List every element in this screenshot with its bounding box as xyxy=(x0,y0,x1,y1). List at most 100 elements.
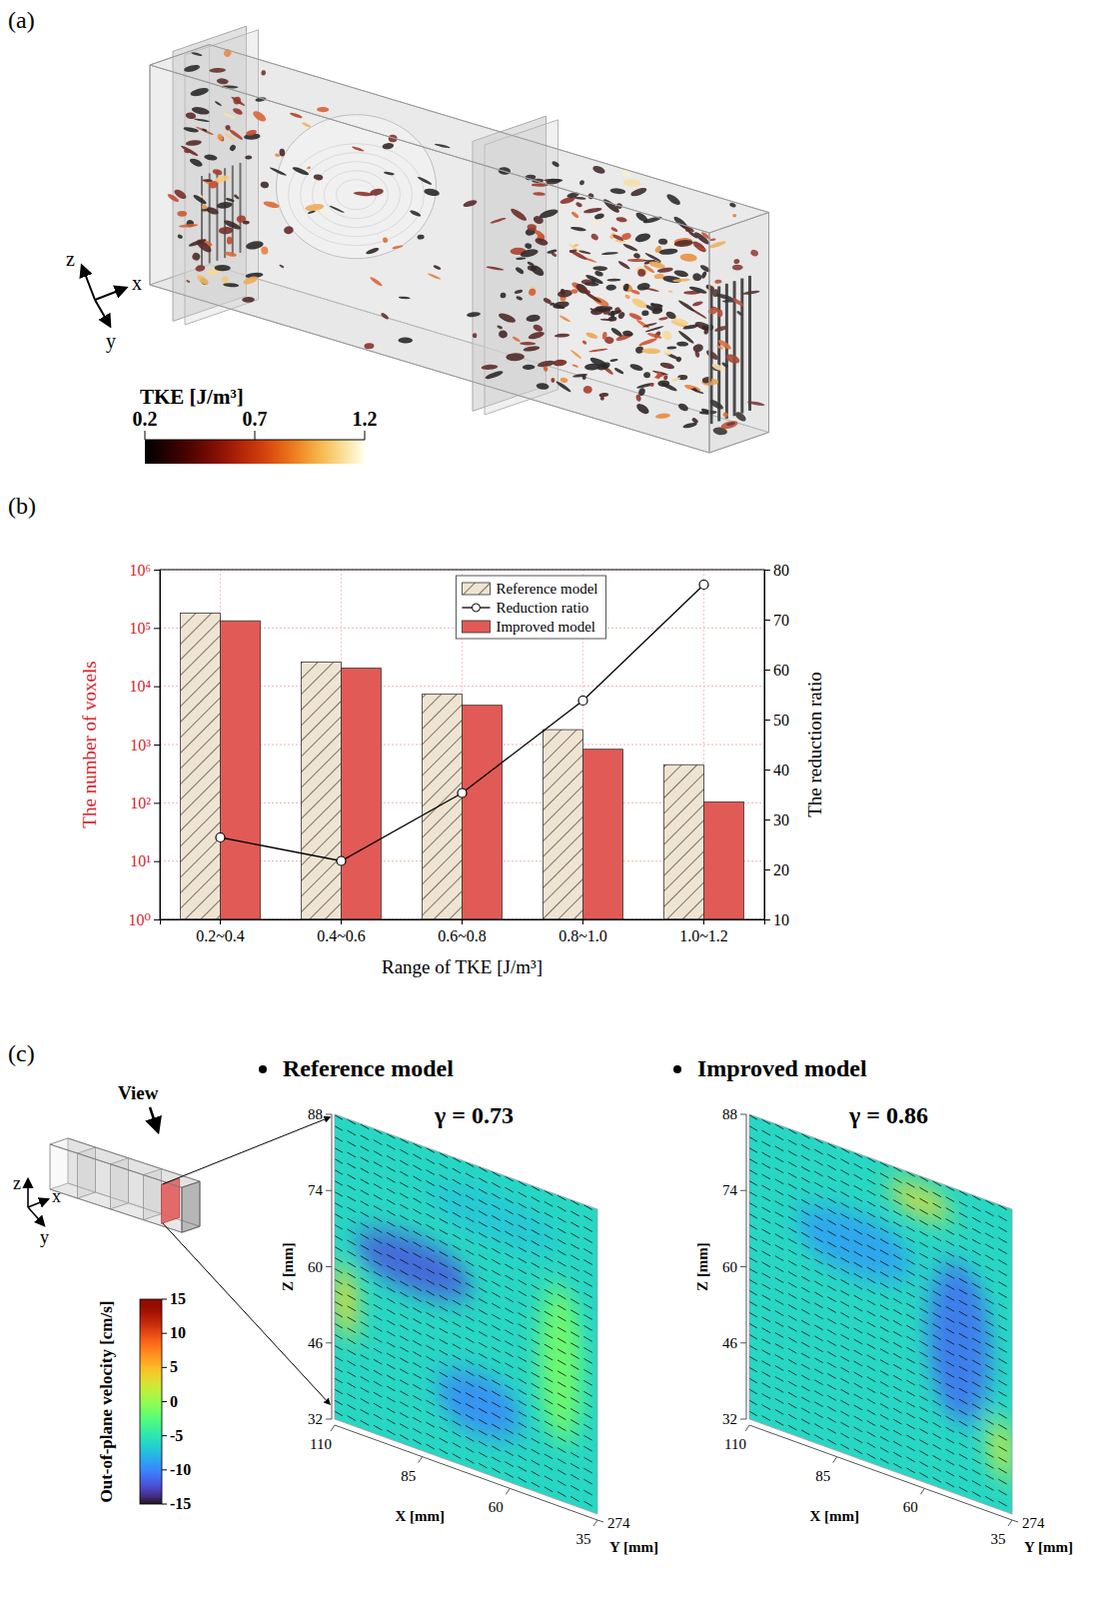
legend-label: Reduction ratio xyxy=(495,599,589,616)
vector-arrow xyxy=(946,1338,955,1344)
vector-arrow xyxy=(919,1197,928,1203)
vector-arrow xyxy=(841,1213,850,1219)
vector-arrow xyxy=(426,1322,435,1328)
z-axis-title: Z [mm] xyxy=(694,1241,711,1291)
vector-arrow xyxy=(972,1370,981,1376)
vector-arrow xyxy=(439,1173,448,1179)
vector-arrow xyxy=(893,1177,902,1183)
vector-arrow xyxy=(373,1292,382,1298)
vector-arrow xyxy=(919,1472,928,1478)
vector-arrow xyxy=(854,1404,863,1410)
vector-arrow xyxy=(583,1313,592,1319)
vector-arrow xyxy=(557,1414,566,1420)
vector-arrow xyxy=(334,1410,343,1416)
vector-arrow xyxy=(478,1363,487,1369)
vector-arrow xyxy=(412,1427,421,1433)
vector-arrow xyxy=(583,1368,592,1374)
vector-arrow xyxy=(452,1288,461,1294)
vector-arrow xyxy=(570,1276,579,1282)
vector-arrow xyxy=(334,1179,343,1185)
vector-arrow xyxy=(985,1430,994,1436)
vector-arrow xyxy=(788,1402,797,1408)
vector-arrow xyxy=(518,1290,527,1296)
vector-arrow xyxy=(426,1169,435,1175)
vector-arrow xyxy=(491,1412,500,1418)
vector-arrow xyxy=(906,1302,915,1308)
vector-arrow xyxy=(399,1170,408,1176)
y2-tick-label: 10 xyxy=(773,911,790,929)
vector-arrow xyxy=(854,1437,863,1443)
vector-arrow xyxy=(544,1310,553,1316)
vector-arrow xyxy=(531,1393,540,1399)
vector-arrow xyxy=(827,1153,836,1159)
vector-arrow xyxy=(933,1268,942,1274)
vector-arrow xyxy=(491,1379,500,1385)
vector-arrow xyxy=(465,1326,474,1332)
vector-arrow xyxy=(386,1176,395,1182)
vector-arrow xyxy=(491,1335,500,1341)
vector-arrow xyxy=(439,1437,448,1443)
vector-arrow xyxy=(867,1211,876,1217)
vector-arrow xyxy=(373,1194,382,1200)
vector-arrow xyxy=(465,1271,474,1277)
vector-arrow xyxy=(491,1214,500,1220)
vector-arrow xyxy=(762,1151,771,1157)
vector-arrow xyxy=(762,1162,771,1168)
x-tick-label: 60 xyxy=(488,1498,504,1515)
vector-arrow xyxy=(998,1445,1007,1451)
vector-arrow xyxy=(919,1450,928,1456)
vector-arrow xyxy=(959,1222,968,1228)
vector-arrow xyxy=(452,1365,461,1371)
vector-arrow xyxy=(893,1210,902,1216)
vector-arrow xyxy=(386,1220,395,1226)
vector-arrow xyxy=(985,1364,994,1370)
vector-arrow xyxy=(531,1481,540,1487)
x-axis-title: X [mm] xyxy=(394,1507,445,1524)
vector-arrow xyxy=(426,1213,435,1219)
vector-arrow xyxy=(775,1211,784,1217)
vector-arrow xyxy=(583,1412,592,1418)
vector-arrow xyxy=(557,1227,566,1233)
vector-arrow xyxy=(531,1251,540,1257)
vector-arrow xyxy=(972,1282,981,1288)
vector-arrow xyxy=(933,1378,942,1384)
vector-arrow xyxy=(959,1277,968,1283)
vector-arrow xyxy=(788,1161,797,1167)
vector-arrow xyxy=(465,1348,474,1354)
vector-arrow xyxy=(985,1473,994,1479)
vector-arrow xyxy=(504,1384,513,1390)
vector-arrow xyxy=(373,1402,382,1408)
vector-arrow xyxy=(841,1366,850,1372)
vector-arrow xyxy=(386,1264,395,1270)
vector-arrow xyxy=(583,1478,592,1484)
vector-arrow xyxy=(775,1397,784,1403)
vector-arrow xyxy=(347,1217,356,1223)
vector-arrow xyxy=(801,1275,810,1281)
vector-arrow xyxy=(531,1327,540,1333)
y2-tick-label: 80 xyxy=(773,561,790,579)
vector-arrow xyxy=(334,1377,343,1383)
vector-arrow xyxy=(854,1349,863,1355)
vector-arrow xyxy=(557,1359,566,1365)
vector-arrow xyxy=(557,1205,566,1211)
vector-arrow xyxy=(893,1341,902,1347)
vector-arrow xyxy=(933,1400,942,1406)
line-marker xyxy=(336,856,346,866)
vector-arrow xyxy=(334,1267,343,1273)
vector-arrow xyxy=(570,1243,579,1249)
vector-arrow xyxy=(386,1385,395,1391)
vector-arrow xyxy=(933,1202,942,1208)
vector-arrow xyxy=(946,1415,955,1421)
vector-arrow xyxy=(985,1298,994,1304)
vector-arrow xyxy=(972,1304,981,1310)
vector-arrow xyxy=(491,1346,500,1352)
vector-arrow xyxy=(504,1395,513,1401)
vector-arrow xyxy=(412,1241,421,1247)
vector-arrow xyxy=(946,1196,955,1202)
vector-arrow xyxy=(334,1322,343,1328)
velocity-blotch xyxy=(796,1191,913,1295)
vector-arrow xyxy=(373,1139,382,1145)
vector-arrow xyxy=(360,1189,369,1195)
vector-arrow xyxy=(412,1373,421,1379)
y-tick-mark xyxy=(153,802,160,804)
